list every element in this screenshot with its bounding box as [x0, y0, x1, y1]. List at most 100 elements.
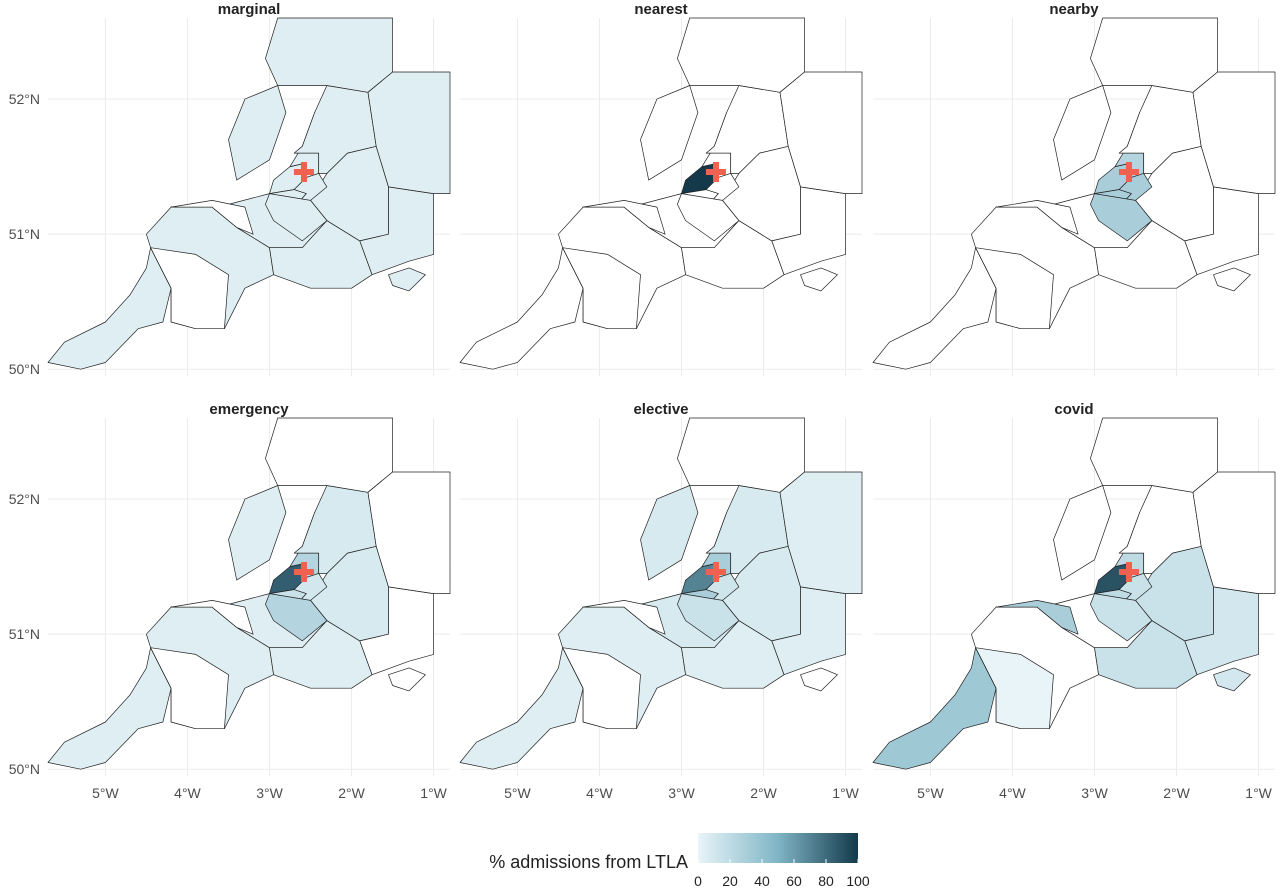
ltla-region-mendip — [1090, 593, 1153, 642]
hospital-marker-icon — [705, 162, 726, 183]
panel-title: marginal — [218, 1, 281, 18]
ltla-region-oxford — [367, 471, 451, 594]
ltla-region-mendip — [1090, 193, 1153, 242]
ltla-region-somerset_w — [995, 600, 1079, 635]
legend-tick-label: 60 — [786, 873, 802, 889]
ltla-region-isle_of_wight — [1213, 267, 1251, 292]
x-tick-label: 2°W — [1163, 785, 1190, 801]
x-tick-label: 4°W — [586, 785, 613, 801]
ltla-region-isle_of_wight — [1213, 667, 1251, 692]
ltla-region-isle_of_wight — [388, 667, 426, 692]
ltla-region-oxford — [1192, 471, 1276, 594]
ltla-region-isle_of_wight — [800, 667, 838, 692]
legend-tick-label: 20 — [722, 873, 738, 889]
x-tick-label: 1°W — [420, 785, 447, 801]
ltla-region-somerset_w — [170, 200, 254, 235]
ltla-region-midlands — [1090, 17, 1218, 93]
ltla-region-devon_w — [150, 247, 229, 330]
ltla-region-cornwall — [872, 247, 997, 370]
x-tick-label: 2°W — [338, 785, 365, 801]
ltla-region-midlands — [1090, 417, 1218, 493]
colour-legend: % admissions from LTLA 0 20 40 60 80 100 — [489, 833, 870, 889]
ltla-region-wales_s — [228, 85, 287, 181]
ltla-region-midlands — [677, 17, 805, 93]
y-tick-label: 52°N — [9, 91, 40, 107]
ltla-region-mendip — [265, 193, 328, 242]
ltla-region-wales_s — [228, 485, 287, 581]
legend-ticks: 0 20 40 60 80 100 — [694, 859, 870, 889]
hospital-marker-icon — [705, 562, 726, 583]
hospital-marker-icon — [293, 562, 314, 583]
ltla-region-oxford — [779, 471, 863, 594]
ltla-region-mendip — [265, 593, 328, 642]
map-panel-marginal: marginal — [47, 1, 451, 376]
ltla-region-devon_w — [975, 247, 1054, 330]
ltla-region-devon_w — [562, 647, 641, 730]
ltla-region-midlands — [265, 417, 393, 493]
map-panel-nearby: nearby — [872, 1, 1276, 376]
ltla-region-somerset_w — [995, 200, 1079, 235]
x-tick-label: 1°W — [1245, 785, 1272, 801]
ltla-region-wales_s — [1053, 85, 1112, 181]
ltla-region-somerset_w — [582, 200, 666, 235]
legend-tick-label: 0 — [694, 873, 702, 889]
ltla-region-midlands — [265, 17, 393, 93]
panel-title: covid — [1054, 401, 1093, 418]
ltla-region-somerset_w — [582, 600, 666, 635]
ltla-region-cornwall — [47, 247, 172, 370]
ltla-region-devon_w — [150, 647, 229, 730]
ltla-region-devon_w — [562, 247, 641, 330]
ltla-region-oxford — [1192, 71, 1276, 194]
x-tick-label: 5°W — [917, 785, 944, 801]
hospital-marker-icon — [1118, 162, 1139, 183]
y-tick-label: 51°N — [9, 226, 40, 242]
ltla-region-oxford — [367, 71, 451, 194]
map-panel-nearest: nearest — [459, 1, 863, 376]
y-tick-label: 52°N — [9, 491, 40, 507]
ltla-region-devon_w — [975, 647, 1054, 730]
ltla-region-isle_of_wight — [388, 267, 426, 292]
y-tick-label: 50°N — [9, 361, 40, 377]
legend-title: % admissions from LTLA — [489, 852, 688, 872]
legend-tick-label: 100 — [846, 873, 870, 889]
axis-labels: 52°N 51°N 50°N 52°N 51°N 50°N 5°W 4°W 3°W 2°W 1°W 5… — [9, 91, 1273, 801]
map-panel-covid: covid — [872, 401, 1276, 776]
map-panel-elective: elective — [459, 401, 863, 776]
panel-title: elective — [633, 401, 688, 418]
x-tick-label: 3°W — [1081, 785, 1108, 801]
panel-title: emergency — [209, 401, 289, 418]
panel-grid: marginal nearest nearby emergency elective co… — [47, 1, 1276, 776]
x-tick-label: 4°W — [174, 785, 201, 801]
ltla-region-wales_s — [640, 85, 699, 181]
x-tick-label: 5°W — [92, 785, 119, 801]
hospital-marker-icon — [293, 162, 314, 183]
map-panel-emergency: emergency — [47, 401, 451, 776]
x-tick-label: 1°W — [832, 785, 859, 801]
legend-tick-label: 80 — [818, 873, 834, 889]
ltla-region-cornwall — [459, 247, 584, 370]
legend-tick-label: 40 — [754, 873, 770, 889]
x-tick-label: 3°W — [668, 785, 695, 801]
ltla-region-cornwall — [47, 647, 172, 770]
hospital-marker-icon — [1118, 562, 1139, 583]
x-tick-label: 2°W — [750, 785, 777, 801]
panel-title: nearby — [1049, 1, 1099, 18]
x-tick-label: 4°W — [999, 785, 1026, 801]
x-tick-label: 5°W — [504, 785, 531, 801]
ltla-region-cornwall — [872, 647, 997, 770]
ltla-region-isle_of_wight — [800, 267, 838, 292]
ltla-region-oxford — [779, 71, 863, 194]
legend-colour-bar — [698, 833, 858, 863]
ltla-region-wales_s — [1053, 485, 1112, 581]
ltla-region-mendip — [677, 593, 740, 642]
panel-title: nearest — [634, 1, 687, 18]
x-tick-label: 3°W — [256, 785, 283, 801]
ltla-region-wales_s — [640, 485, 699, 581]
y-tick-label: 50°N — [9, 761, 40, 777]
ltla-region-mendip — [677, 193, 740, 242]
ltla-region-cornwall — [459, 647, 584, 770]
y-tick-label: 51°N — [9, 626, 40, 642]
ltla-region-midlands — [677, 417, 805, 493]
ltla-region-somerset_w — [170, 600, 254, 635]
